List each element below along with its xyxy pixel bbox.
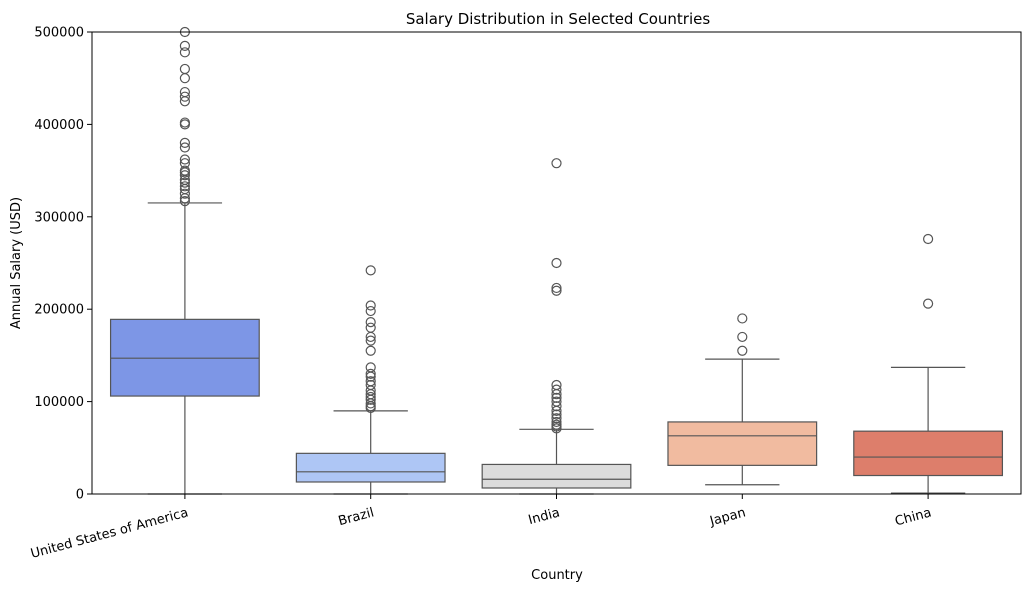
outlier-point [179, 73, 190, 84]
outlier-point [179, 195, 190, 207]
y-axis-title: Annual Salary (USD) [9, 197, 24, 329]
x-tick-label: China [893, 505, 933, 529]
outlier-point [179, 154, 190, 165]
outlier-point [365, 265, 376, 276]
x-tick-label: Brazil [337, 505, 376, 529]
y-tick-label: 300000 [34, 210, 84, 225]
outlier-point [179, 165, 190, 176]
box-iqr [853, 430, 1004, 477]
box-group [109, 26, 260, 495]
outlier-point [179, 91, 190, 102]
outlier-point [179, 170, 190, 181]
x-tick-label: Japan [707, 505, 747, 529]
outlier-point [365, 300, 376, 311]
outlier-point [179, 40, 190, 51]
outlier-point [551, 257, 562, 269]
outlier-point [365, 322, 376, 333]
outlier-point [551, 396, 562, 407]
box-group [853, 233, 1004, 494]
x-tick-label: India [527, 505, 562, 528]
outlier-point [179, 117, 190, 128]
y-tick-label: 0 [76, 488, 84, 503]
outlier-point [179, 137, 190, 148]
box-iqr [481, 463, 632, 489]
outlier-point [365, 345, 376, 356]
outlier-point [737, 313, 748, 324]
boxes-layer [109, 26, 1004, 495]
y-tick-label: 200000 [34, 303, 84, 318]
y-axis: 0 100000 200000 300000 400000 500000 [34, 26, 92, 503]
outlier-point [737, 345, 748, 356]
outlier-point [365, 362, 376, 373]
y-tick-label: 400000 [34, 118, 84, 133]
box-group [481, 158, 632, 495]
outlier-point [551, 419, 562, 430]
outlier-point [365, 335, 376, 346]
outlier-point [179, 142, 190, 153]
outlier-point [365, 305, 376, 317]
outlier-point [551, 413, 562, 424]
outlier-point [365, 317, 376, 328]
outlier-point [179, 158, 190, 169]
box-iqr [667, 421, 818, 466]
box-group [667, 313, 818, 486]
outlier-point [551, 158, 562, 169]
outlier-point [551, 379, 562, 391]
outlier-point [551, 401, 562, 412]
plot-area-frame [91, 31, 1022, 495]
outlier-point [551, 384, 562, 395]
chart-title: Salary Distribution in Selected Countrie… [406, 10, 711, 28]
outlier-point [737, 331, 748, 343]
outlier-point [179, 86, 190, 98]
y-tick-label: 100000 [34, 395, 84, 410]
x-axis-title: Country [531, 568, 583, 583]
outlier-point [365, 379, 376, 391]
outlier-point [179, 188, 190, 199]
outlier-point [551, 416, 562, 428]
outlier-point [551, 285, 562, 296]
outlier-point [179, 181, 190, 192]
outlier-point [365, 376, 376, 387]
outlier-point [179, 177, 190, 188]
outlier-point [922, 298, 934, 309]
outlier-point [365, 368, 376, 379]
outlier-point [551, 282, 562, 294]
outlier-point [365, 391, 376, 403]
outlier-point [179, 63, 190, 75]
x-axis: United States of America Brazil India Japan… [29, 494, 933, 562]
outlier-point [179, 47, 190, 58]
box-iqr [295, 452, 446, 483]
outlier-point [922, 233, 934, 245]
box-group [295, 265, 446, 495]
x-tick-label: United States of America [29, 505, 190, 562]
outlier-point [551, 392, 562, 404]
y-tick-label: 500000 [34, 26, 84, 41]
outlier-point [551, 409, 562, 420]
